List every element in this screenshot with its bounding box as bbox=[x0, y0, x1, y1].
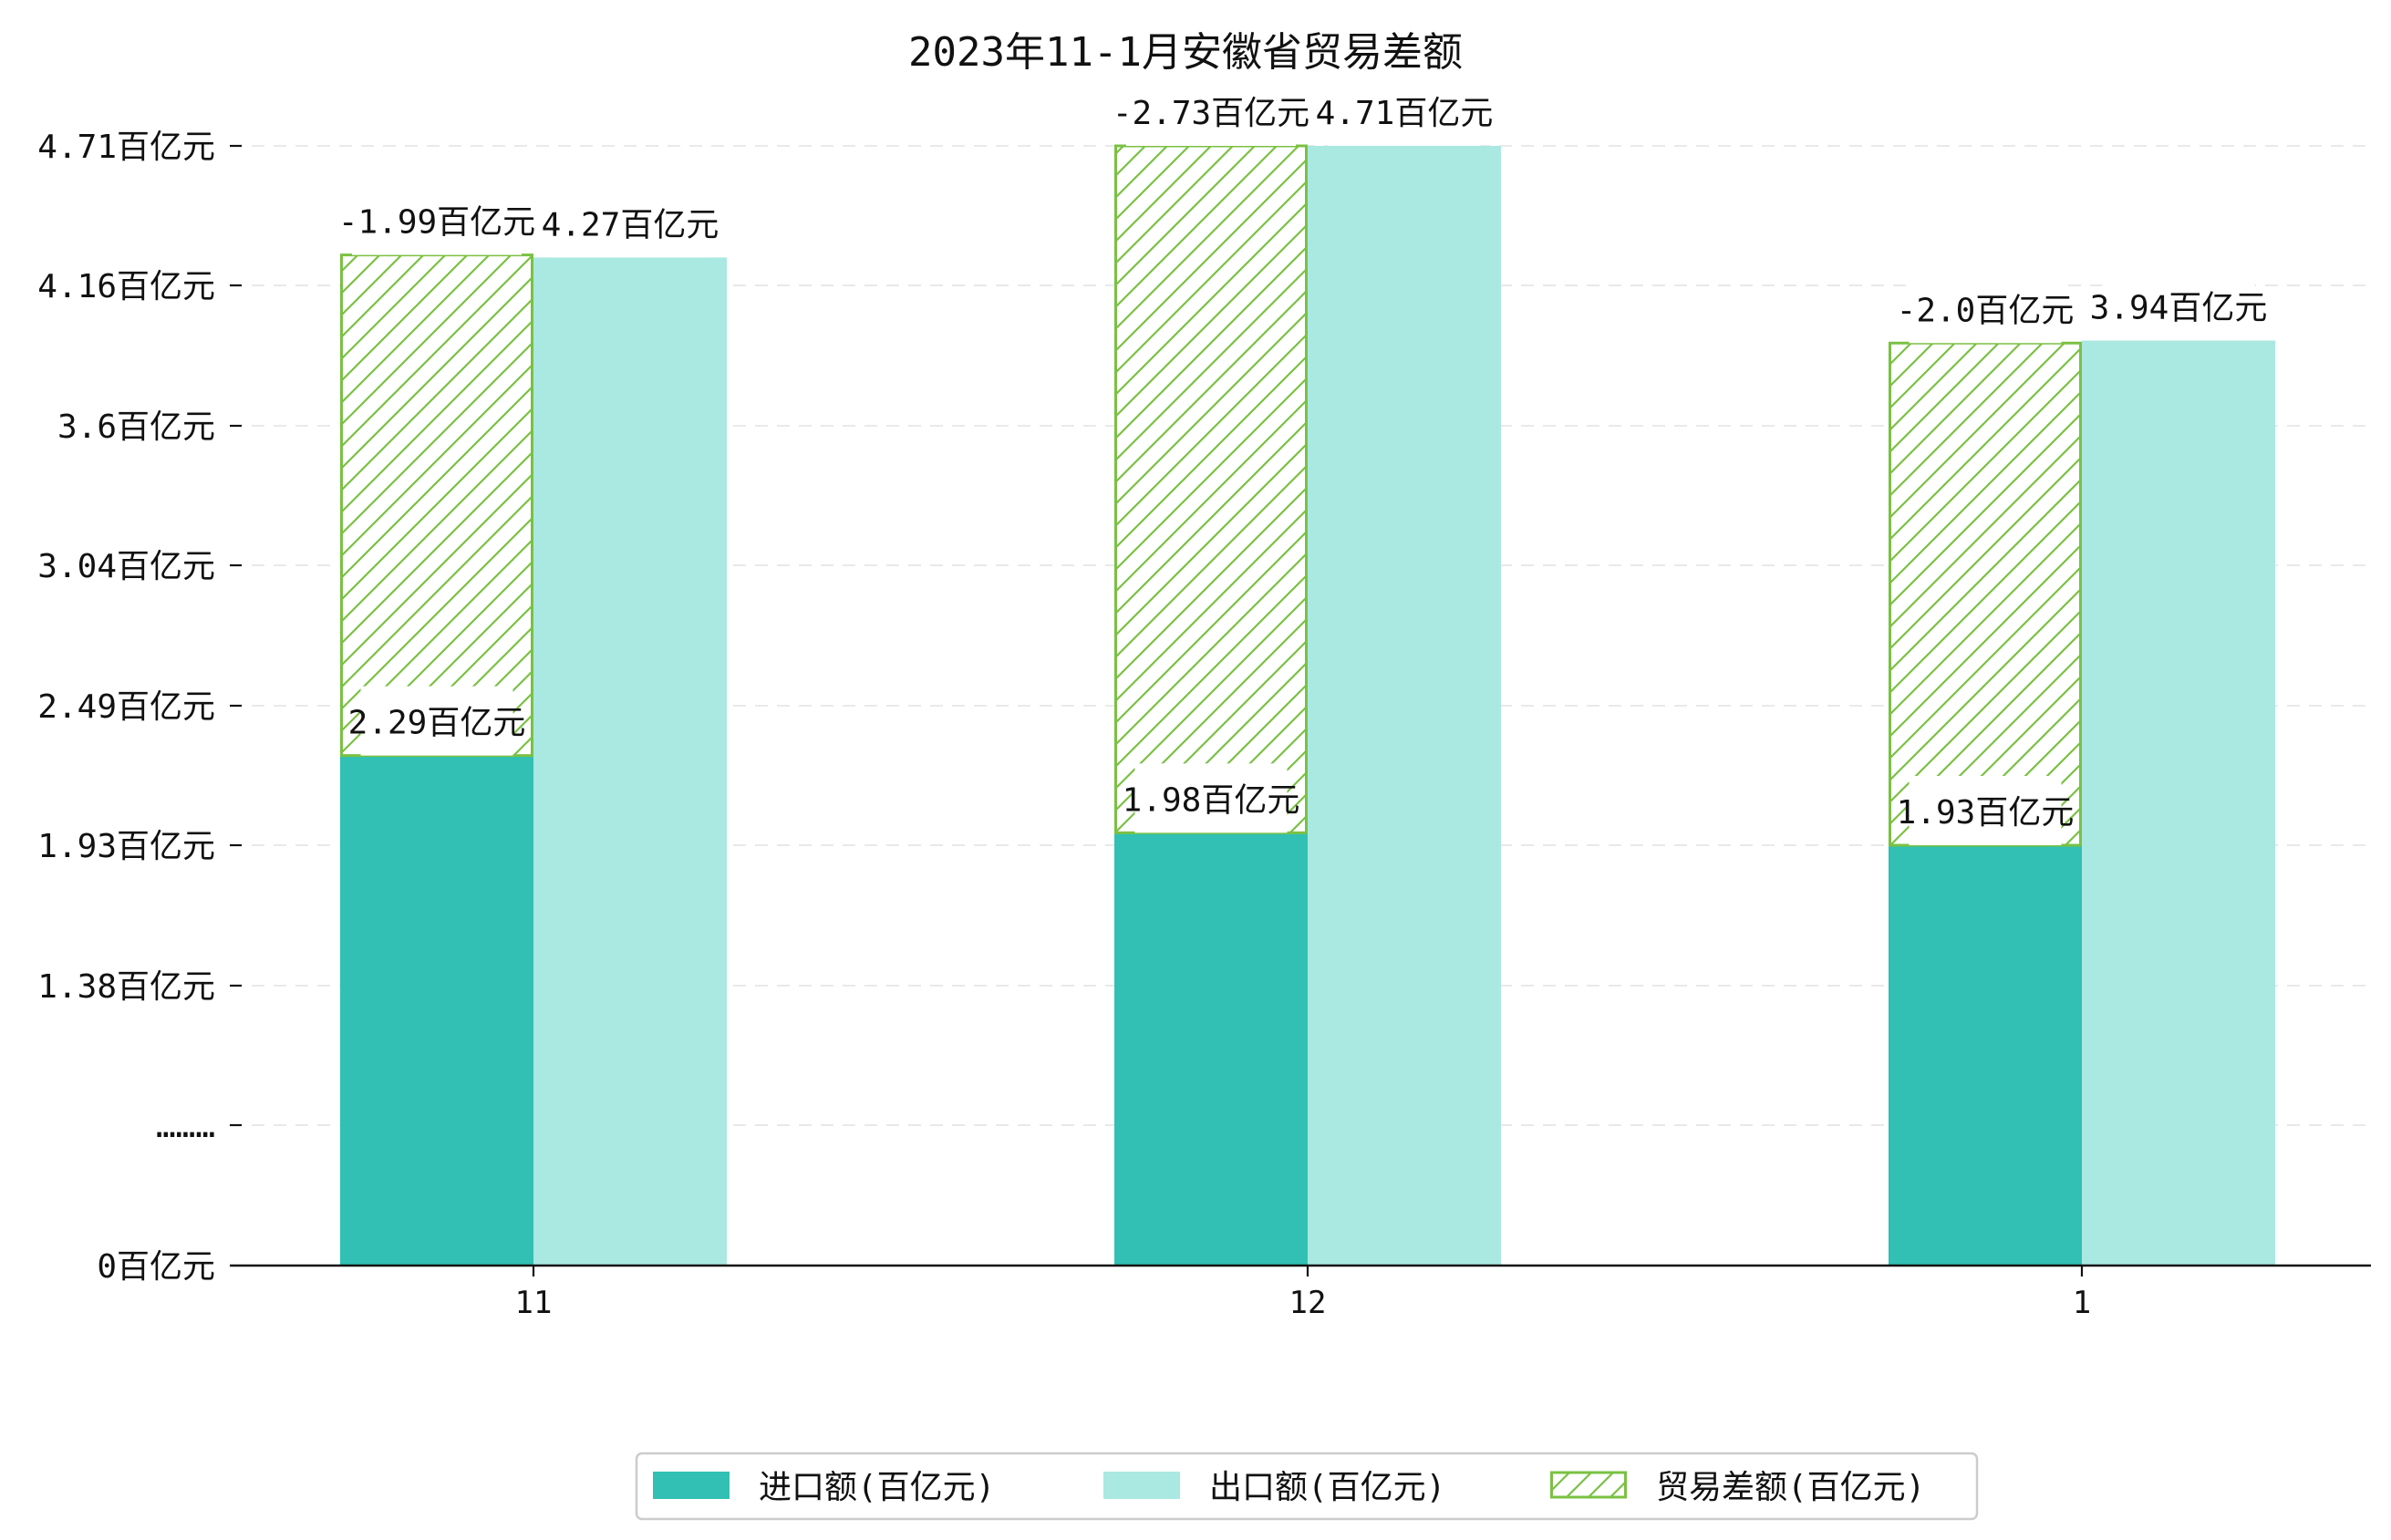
data-label-import: 1.93百亿元 bbox=[1897, 794, 2075, 832]
y-tick-label: 1.38百亿元 bbox=[37, 968, 215, 1006]
data-label-trade-balance: -2.73百亿元 bbox=[1113, 95, 1309, 132]
legend-label: 贸易差额(百亿元) bbox=[1656, 1469, 1925, 1506]
data-label-trade-balance-box bbox=[1909, 274, 2062, 344]
legend-swatch bbox=[1103, 1472, 1180, 1499]
data-label-export-box bbox=[1328, 77, 1481, 146]
x-tick-label: 1 bbox=[2073, 1285, 2091, 1321]
data-label-trade-balance: -1.99百亿元 bbox=[338, 204, 535, 242]
bar-import bbox=[1114, 832, 1308, 1266]
legend-label: 出口额(百亿元) bbox=[1209, 1469, 1445, 1506]
data-label-trade-balance-box bbox=[1126, 77, 1296, 146]
y-tick-label: 1.93百亿元 bbox=[37, 828, 215, 865]
data-labels: 4.27百亿元-1.99百亿元 2.29百亿元 4.71百亿元-2.73百亿元 1.9… bbox=[338, 77, 2268, 845]
legend-frame bbox=[635, 1452, 1979, 1521]
bar-trade-balance bbox=[1114, 144, 1308, 834]
y-tick-label: 4.16百亿元 bbox=[37, 268, 215, 305]
bar-import bbox=[340, 755, 533, 1266]
bar-trade-balance bbox=[1889, 341, 2082, 847]
legend: 进口额(百亿元) 出口额(百亿元) 贸易差额(百亿元) bbox=[635, 1452, 1979, 1521]
legend-swatch bbox=[1550, 1471, 1627, 1499]
bar-export bbox=[533, 257, 727, 1266]
data-label-import: 2.29百亿元 bbox=[348, 705, 526, 742]
y-tick-label: 3.04百亿元 bbox=[37, 548, 215, 585]
y-tick-label: 2.49百亿元 bbox=[37, 688, 215, 726]
y-axis: 0百亿元 ……… 1.38百亿元 1.93百亿元 2.49百亿元 3.04百亿元 3.6百亿… bbox=[37, 129, 242, 1286]
data-label-export-box bbox=[554, 188, 707, 258]
bar-export bbox=[2082, 340, 2275, 1266]
bar-import bbox=[1889, 845, 2082, 1266]
x-tick-label: 11 bbox=[515, 1285, 553, 1321]
bar-trade-balance bbox=[340, 253, 533, 758]
x-axis: 11 12 1 bbox=[515, 1266, 2091, 1321]
data-label-trade-balance-box bbox=[352, 185, 522, 255]
data-label-export: 3.94百亿元 bbox=[2090, 290, 2268, 327]
y-tick-label: ……… bbox=[156, 1108, 215, 1145]
y-tick-label: 0百亿元 bbox=[97, 1248, 215, 1286]
data-label-import: 1.98百亿元 bbox=[1123, 781, 1300, 819]
chart-title: 2023年11-1月安徽省贸易差额 bbox=[908, 29, 1463, 76]
data-label-import-box bbox=[1909, 776, 2062, 845]
bar-export bbox=[1308, 146, 1501, 1266]
data-label-trade-balance: -2.0百亿元 bbox=[1897, 292, 2075, 329]
data-label-import-box bbox=[360, 686, 513, 756]
y-tick-label: 3.6百亿元 bbox=[57, 408, 215, 446]
data-label-import-box bbox=[1134, 763, 1288, 833]
legend-label: 进口额(百亿元) bbox=[759, 1469, 995, 1506]
data-label-export-box bbox=[2102, 271, 2255, 341]
legend-swatch bbox=[653, 1472, 730, 1499]
bars bbox=[340, 144, 2275, 1266]
x-tick-label: 12 bbox=[1289, 1285, 1327, 1321]
y-tick-label: 4.71百亿元 bbox=[37, 129, 215, 166]
data-label-export: 4.27百亿元 bbox=[542, 206, 719, 243]
data-label-export: 4.71百亿元 bbox=[1316, 95, 1494, 132]
